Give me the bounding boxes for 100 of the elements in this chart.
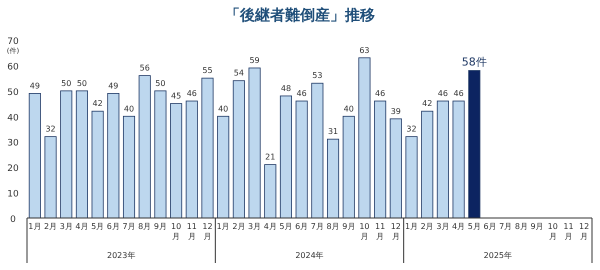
bar: [76, 90, 88, 218]
x-tick-label: 9月: [342, 222, 356, 231]
bar: [264, 164, 276, 218]
bar: [28, 93, 41, 218]
bar: [232, 80, 245, 218]
bar: [468, 70, 480, 218]
data-label: 48: [280, 84, 292, 93]
bar: [436, 100, 449, 218]
x-tick-label: 10月: [548, 222, 558, 241]
x-tick-label: 4月: [452, 222, 466, 231]
data-label: 32: [406, 124, 417, 134]
x-tick-label: 2月: [44, 222, 58, 231]
data-label: 46: [454, 89, 464, 98]
data-label: 56: [140, 64, 150, 73]
x-tick-label: 3月: [248, 222, 262, 231]
y-tick-label: 60: [7, 62, 19, 72]
bar: [201, 78, 214, 218]
bar: [170, 103, 182, 218]
x-tick-label: 11月: [375, 222, 386, 241]
data-label: 32: [45, 124, 56, 134]
text: 2023年: [106, 251, 136, 260]
data-label: 21: [265, 152, 276, 162]
x-tick-label: 9月: [530, 222, 544, 231]
bar: [154, 90, 166, 218]
x-tick-label: 3月: [60, 222, 73, 231]
bar: [248, 68, 261, 218]
data-label: 39: [390, 106, 401, 116]
bar: [326, 138, 340, 218]
data-label: 40: [124, 104, 134, 114]
data-label: 55: [202, 66, 213, 76]
x-tick-label: 7月: [499, 222, 512, 231]
y-tick-label: 0: [10, 215, 16, 225]
data-label: 46: [186, 89, 197, 98]
x-tick-label: 12月: [390, 222, 401, 241]
bar: [186, 100, 198, 218]
data-label: 59: [249, 56, 260, 65]
data-label: 53: [312, 71, 322, 80]
x-tick-label: 5月: [468, 222, 481, 231]
data-label: 31: [328, 127, 338, 136]
data-label: 63: [359, 46, 370, 55]
bar: [107, 93, 120, 218]
x-tick-label: 11月: [563, 222, 574, 241]
bar: [280, 96, 292, 218]
bar: [311, 82, 324, 218]
text: 2024年: [295, 251, 324, 260]
y-tick-label: 20: [7, 164, 19, 174]
data-label: 42: [422, 99, 432, 108]
bar: [296, 100, 308, 218]
x-tick-label: 2月: [420, 222, 434, 231]
bar: [452, 100, 465, 218]
x-tick-label: 4月: [75, 222, 88, 231]
data-label: 46: [375, 89, 386, 98]
data-label: 50: [61, 78, 72, 88]
y-tick-label: 50: [7, 88, 19, 98]
x-tick-label: 8月: [514, 222, 528, 231]
data-label: 58件: [462, 56, 487, 69]
bar: [405, 136, 418, 218]
x-tick-label: 6月: [106, 222, 120, 231]
data-label: 46: [296, 89, 307, 98]
data-label: 46: [438, 89, 448, 98]
x-tick-label: 9月: [154, 222, 167, 231]
x-tick-label: 6月: [483, 222, 497, 231]
bar: [390, 118, 402, 218]
x-tick-label: 1月: [216, 222, 230, 231]
x-tick-label: 3月: [436, 222, 450, 231]
data-label: 50: [155, 78, 166, 88]
x-tick-label: 8月: [326, 222, 340, 231]
x-tick-label: 10月: [359, 222, 370, 241]
bar: [374, 100, 386, 218]
data-label: 40: [218, 104, 228, 114]
data-label: 54: [234, 68, 244, 78]
y-tick-label: 70: [7, 37, 19, 47]
x-tick-label: 7月: [310, 222, 324, 231]
bar: [358, 57, 370, 218]
x-tick-label: 5月: [91, 222, 104, 231]
bar: [60, 90, 72, 218]
data-label: 49: [108, 81, 118, 90]
bar: [138, 75, 151, 218]
bar: [342, 116, 355, 218]
bar: [92, 110, 104, 218]
x-tick-label: 6月: [295, 222, 308, 231]
x-tick-label: 5月: [279, 222, 293, 231]
x-tick-label: 8月: [138, 222, 152, 231]
x-tick-label: 12月: [579, 222, 590, 241]
x-tick-label: 1月: [404, 222, 418, 231]
y-tick-label: 40: [7, 113, 19, 124]
bar: [217, 116, 230, 218]
x-tick-label: 7月: [122, 222, 136, 231]
x-tick-label: 2月: [232, 222, 246, 231]
y-tick-label: 30: [7, 138, 19, 149]
x-tick-label: 11月: [186, 222, 197, 241]
x-tick-label: 10月: [171, 222, 182, 241]
text: 2025年: [484, 251, 512, 260]
y-tick-label: 10: [7, 190, 19, 200]
x-tick-label: 12月: [202, 222, 213, 241]
bar: [421, 110, 434, 218]
bar: [44, 136, 57, 218]
data-label: 40: [344, 104, 354, 114]
data-label: 45: [171, 92, 182, 101]
data-label: 42: [92, 99, 103, 108]
